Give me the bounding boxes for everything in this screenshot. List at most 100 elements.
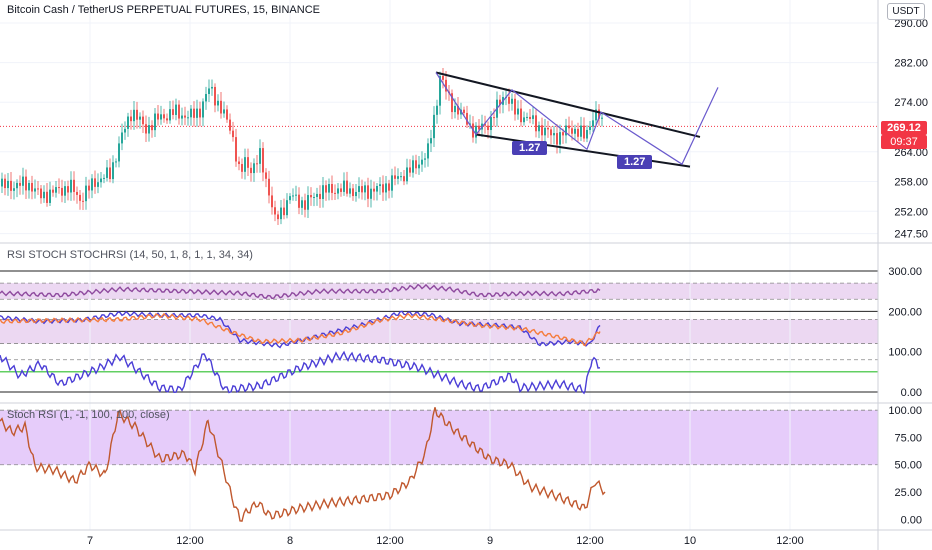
candle-body-192 (577, 128, 579, 137)
candle-body-137 (412, 160, 414, 173)
candle-body-199 (598, 109, 600, 119)
candle-body-200 (601, 117, 603, 119)
candle-body-110 (331, 183, 333, 193)
candle-body-62 (187, 117, 189, 119)
candle-body-116 (349, 188, 351, 194)
fib-extension-badge-2[interactable]: 1.27 (617, 155, 653, 169)
candle-body-57 (172, 109, 174, 115)
candle-body-117 (352, 188, 354, 197)
candle-body-92 (277, 214, 279, 220)
candle-body-198 (595, 109, 597, 121)
ind2-tick-label: 0.00 (901, 514, 922, 526)
candle-body-16 (49, 189, 51, 203)
candle-body-154 (463, 109, 465, 113)
candle-body-51 (154, 113, 156, 131)
candle-body-55 (166, 118, 168, 121)
candle-body-65 (196, 108, 198, 118)
candle-body-171 (514, 98, 516, 115)
candle-body-60 (181, 115, 183, 119)
fib-extension-badge-1[interactable]: 1.27 (512, 141, 548, 155)
candle-body-78 (235, 137, 237, 162)
candle-body-36 (109, 167, 111, 180)
candle-body-31 (94, 178, 96, 187)
candle-body-133 (400, 176, 402, 178)
candle-body-128 (385, 183, 387, 193)
candle-body-70 (211, 86, 213, 89)
candle-body-179 (538, 125, 540, 132)
candle-body-163 (490, 117, 492, 131)
candle-body-175 (526, 116, 528, 118)
candle-body-100 (301, 200, 303, 208)
candle-body-132 (397, 176, 399, 179)
ind1-tick-label: 0.00 (901, 387, 922, 399)
candle-body-125 (376, 185, 378, 192)
candle-body-83 (250, 167, 252, 174)
candle-body-85 (256, 163, 258, 165)
rsi-stoch-panel-lines (0, 283, 601, 395)
candle-body-66 (199, 108, 201, 118)
candle-body-41 (124, 128, 126, 133)
candle-body-50 (151, 125, 153, 131)
candle-body-194 (583, 125, 585, 139)
stoch-rsi-panel-lines (0, 407, 606, 522)
candle-body-177 (532, 115, 534, 119)
candle-body-86 (259, 148, 261, 164)
candle-body-136 (409, 167, 411, 173)
candle-body-0 (1, 178, 3, 187)
candle-body-32 (97, 182, 99, 187)
candle-body-39 (118, 143, 120, 162)
candle-body-67 (202, 101, 204, 118)
price-tick-label: 252.00 (894, 206, 928, 218)
candle-body-123 (370, 188, 372, 199)
candle-body-27 (82, 200, 84, 202)
candle-body-81 (244, 157, 246, 172)
time-tick-label: 9 (487, 535, 493, 547)
candle-body-63 (190, 108, 192, 118)
upper-trendline (435, 71, 701, 138)
last-price-tag: 269.12 (881, 121, 927, 135)
candle-body-159 (478, 125, 480, 130)
candle-body-54 (163, 114, 165, 119)
candle-body-169 (508, 96, 510, 104)
rsi-stoch-series-3 (0, 350, 601, 395)
price-tick-label: 274.00 (894, 97, 928, 109)
candle-body-38 (115, 161, 117, 163)
candle-body-87 (262, 148, 264, 173)
time-tick-label: 12:00 (776, 535, 804, 547)
candle-body-135 (406, 167, 408, 182)
candle-body-89 (268, 178, 270, 196)
countdown-tag: 09:37 (881, 135, 927, 149)
axes: 247.50 252.00 258.00 264.00 274.00 282.00 290.… (87, 18, 928, 547)
stoch-band (0, 319, 878, 344)
candle-body-61 (184, 115, 186, 118)
candle-body-72 (217, 100, 219, 106)
candle-body-34 (103, 177, 105, 179)
candle-body-180 (541, 125, 543, 136)
candle-body-75 (226, 109, 228, 120)
candle-body-189 (568, 125, 570, 129)
candle-body-3 (10, 180, 12, 191)
candle-body-111 (334, 192, 336, 194)
time-tick-label: 8 (287, 535, 293, 547)
candle-body-122 (367, 185, 369, 199)
candle-body-158 (475, 125, 477, 138)
candle-body-24 (73, 179, 75, 192)
ind2-tick-label: 50.00 (894, 460, 922, 472)
candle-body-187 (562, 132, 564, 136)
candle-body-112 (337, 188, 339, 194)
candle-body-105 (316, 193, 318, 197)
candle-body-108 (325, 185, 327, 193)
rsi-stoch-series-0 (0, 283, 601, 300)
candle-body-73 (220, 100, 222, 114)
candle-body-186 (559, 132, 561, 145)
ind1-tick-label: 200.00 (888, 306, 922, 318)
candle-body-155 (466, 112, 468, 125)
candle-body-35 (106, 167, 108, 178)
candle-body-7 (22, 176, 24, 186)
candle-body-130 (391, 175, 393, 191)
currency-selector[interactable]: USDT (887, 3, 925, 20)
candle-body-91 (274, 207, 276, 215)
candle-body-10 (31, 182, 33, 192)
